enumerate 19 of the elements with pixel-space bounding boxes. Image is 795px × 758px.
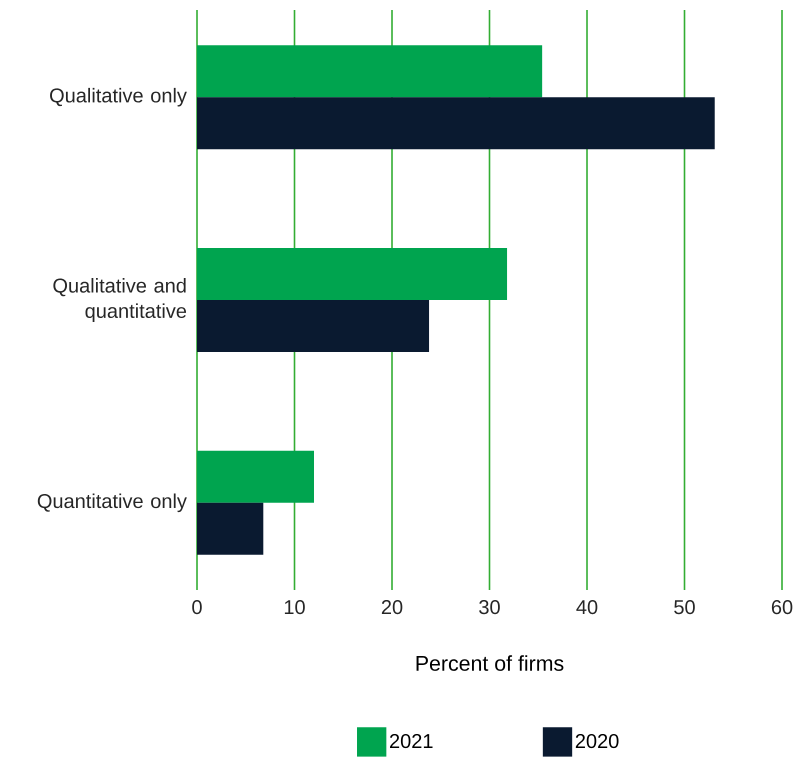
bar <box>197 300 430 352</box>
bar <box>197 502 264 555</box>
x-tick-label: 40 <box>576 600 598 614</box>
x-tick-label: 0 <box>192 600 202 614</box>
bar <box>197 450 314 503</box>
y-tick-label: Quantitative only <box>38 493 187 512</box>
x-tick-label: 20 <box>382 600 402 614</box>
x-tick-label: 60 <box>772 600 792 614</box>
bar <box>197 248 508 300</box>
y-tick-label: Qualitative and quantitative <box>53 278 186 322</box>
bar <box>197 45 542 98</box>
x-axis-title: Percent of firms <box>416 655 564 671</box>
bar <box>197 97 715 150</box>
y-tick-label: Qualitative only <box>50 88 187 107</box>
legend-label: 2020 <box>576 734 619 748</box>
x-tick-label: 50 <box>674 600 695 614</box>
x-tick-label: 30 <box>479 600 500 614</box>
x-tick-label: 10 <box>284 600 305 614</box>
legend-label: 2021 <box>390 734 433 748</box>
